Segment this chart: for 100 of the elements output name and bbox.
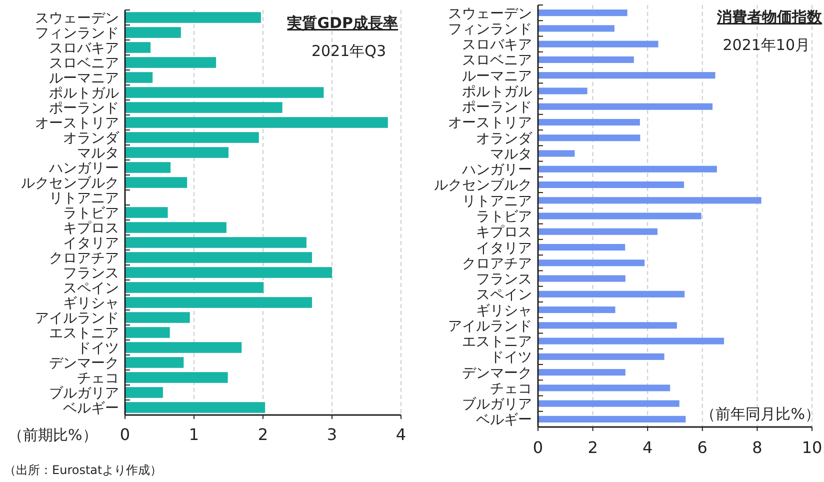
bar: [538, 10, 628, 16]
chart-title: 消費者物価指数: [716, 8, 823, 26]
bar: [125, 72, 153, 83]
x-axis-title: （前年同月比%）: [700, 405, 820, 423]
bar: [125, 327, 170, 338]
x-tick-label: 6: [697, 438, 708, 457]
y-tick-label: アイルランド: [35, 310, 119, 326]
bar: [538, 166, 717, 172]
y-tick-label: デンマーク: [49, 356, 119, 372]
bar: [125, 27, 181, 38]
bar: [538, 134, 640, 142]
bar: [125, 177, 188, 188]
bar: [125, 147, 228, 158]
bar: [125, 387, 163, 398]
bar: [538, 88, 588, 94]
y-tick-label: フランス: [476, 272, 532, 288]
x-tick-label: 2: [258, 425, 268, 444]
x-tick-label: 4: [396, 425, 406, 444]
bar: [125, 342, 242, 353]
y-tick-label: チェコ: [490, 380, 532, 397]
bar: [125, 282, 264, 293]
bar: [125, 357, 184, 368]
y-tick-label: マルタ: [77, 146, 119, 162]
y-tick-label: ラトビア: [63, 206, 119, 222]
bar: [125, 237, 306, 248]
y-tick-label: オランダ: [476, 130, 533, 147]
bar: [538, 384, 670, 392]
bar: [538, 56, 634, 63]
y-tick-label: ラトビア: [476, 209, 532, 225]
bar: [538, 275, 626, 282]
bar: [538, 150, 575, 157]
x-tick-label: 2: [588, 438, 598, 457]
y-tick-label: オーストリア: [448, 115, 532, 132]
y-tick-label: スウェーデン: [448, 6, 532, 22]
bar: [125, 132, 259, 143]
bar: [538, 40, 658, 48]
y-tick-label: リトアニア: [462, 193, 532, 210]
bar: [125, 267, 332, 278]
y-tick-label: ルクセンブルク: [434, 178, 532, 194]
text: 2021年10月: [722, 36, 810, 54]
y-tick-label: ギリシャ: [476, 302, 532, 319]
bar: [538, 181, 684, 188]
bar: [538, 103, 713, 110]
y-tick-label: ポーランド: [49, 100, 119, 116]
y-tick-label: スロベニア: [462, 52, 532, 69]
bar: [538, 244, 626, 251]
y-tick-label: オランダ: [63, 130, 120, 146]
y-tick-label: キプロス: [476, 224, 532, 241]
bar: [125, 12, 261, 23]
y-tick-label: ハンガリー: [48, 160, 119, 176]
y-tick-label: ベルギー: [63, 400, 119, 416]
bar: [125, 222, 226, 233]
y-tick-label: アイルランド: [448, 318, 532, 334]
y-tick-label: ルクセンブルク: [21, 176, 119, 192]
y-tick-label: エストニア: [462, 334, 532, 350]
bar: [538, 72, 716, 79]
bar: [538, 228, 658, 235]
bar: [538, 322, 677, 329]
y-tick-label: ルーマニア: [462, 68, 532, 84]
bar: [538, 353, 664, 360]
bar: [125, 252, 312, 263]
bar: [125, 87, 324, 98]
y-tick-label: クロアチア: [462, 256, 532, 272]
text: 2021年Q3: [311, 42, 386, 60]
y-tick-label: ポルトガル: [462, 84, 532, 100]
y-tick-label: クロアチア: [49, 250, 119, 266]
y-tick-label: リトアニア: [49, 190, 119, 206]
x-tick-label: 4: [642, 438, 653, 457]
y-tick-label: ブルガリア: [462, 396, 532, 413]
bar: [538, 25, 614, 32]
bar: [538, 416, 686, 422]
y-tick-label: フランス: [63, 266, 119, 282]
chart-title: 実質GDP成長率: [286, 14, 398, 32]
x-tick-label: 0: [532, 438, 544, 457]
y-tick-label: スロベニア: [49, 56, 119, 72]
y-tick-label: マルタ: [490, 146, 532, 162]
bar: [125, 162, 171, 173]
y-tick-label: ハンガリー: [461, 162, 532, 178]
bar: [125, 372, 228, 383]
text: （出所：Eurostatより作成）: [4, 463, 162, 477]
y-tick-label: フィンランド: [35, 26, 119, 42]
y-tick-label: デンマーク: [462, 365, 532, 382]
y-tick-label: ベルギー: [476, 412, 532, 428]
bar: [125, 297, 312, 308]
y-tick-label: スペイン: [476, 287, 532, 304]
bar: [125, 402, 266, 413]
bar: [538, 400, 680, 407]
y-tick-label: スペイン: [63, 280, 119, 296]
y-tick-label: イタリア: [476, 240, 532, 256]
bar: [538, 369, 626, 376]
bar: [125, 42, 151, 53]
y-tick-label: ルーマニア: [49, 70, 119, 86]
x-tick-label: 10: [802, 438, 822, 457]
y-tick-label: キプロス: [63, 220, 119, 236]
bar: [125, 312, 190, 323]
y-tick-label: ポーランド: [462, 100, 532, 116]
y-tick-label: ギリシャ: [63, 296, 119, 312]
y-tick-label: オーストリア: [35, 116, 119, 132]
bar: [125, 207, 168, 218]
x-tick-label: 1: [188, 425, 200, 444]
